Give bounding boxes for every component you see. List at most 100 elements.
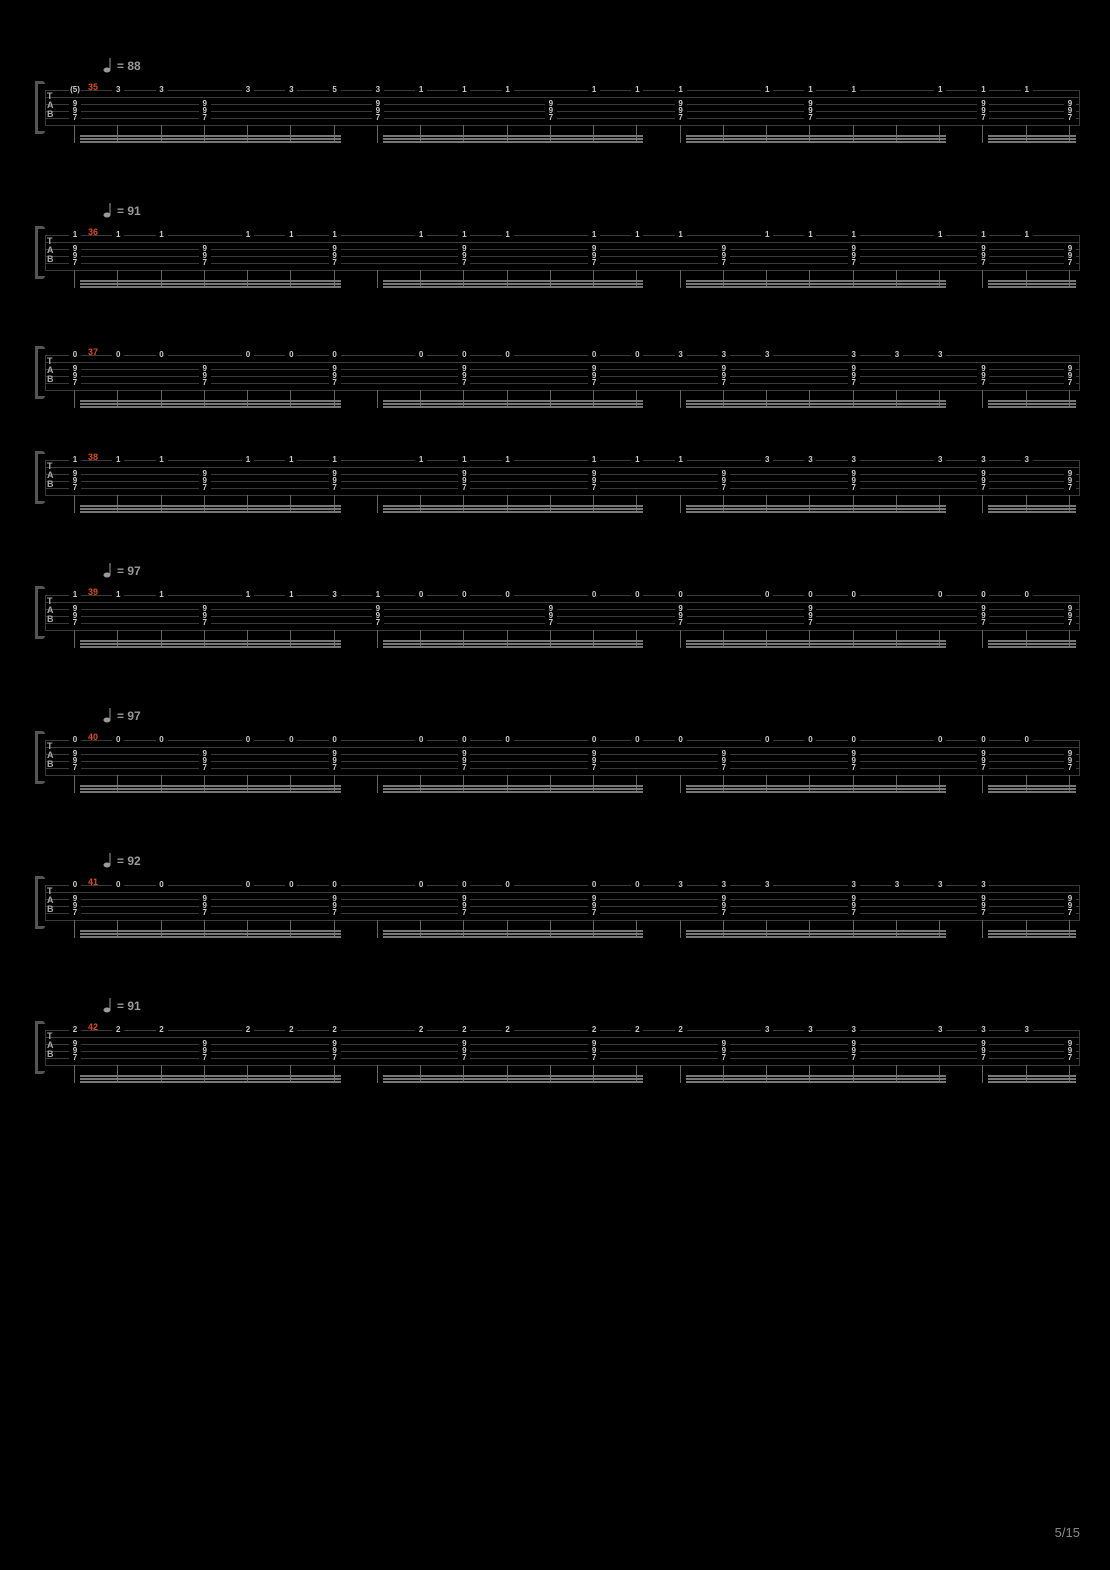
- fret-number: 0: [631, 881, 643, 889]
- fret-number: 3: [718, 881, 730, 889]
- beam: [686, 508, 947, 510]
- beam: [988, 283, 1076, 285]
- note-stem: [377, 495, 378, 513]
- beam-group: [988, 135, 1076, 145]
- fret-number: 3: [329, 591, 341, 599]
- note-column: 1: [1021, 235, 1033, 270]
- fret-number: 7: [675, 619, 687, 627]
- fret-number: 0: [502, 591, 514, 599]
- note-column: 1: [934, 90, 946, 125]
- beam-group: [686, 505, 947, 515]
- notes-region: 0997009970009970099700997033997339973339…: [75, 885, 1080, 920]
- note-column: 0: [156, 355, 168, 390]
- tab-clef: TAB: [47, 597, 54, 624]
- fret-number: 7: [977, 1054, 989, 1062]
- note-column: 0: [502, 885, 514, 920]
- note-column: 0997: [329, 885, 341, 920]
- beam: [988, 785, 1076, 787]
- beam: [80, 135, 341, 137]
- staff-line: [45, 920, 1080, 921]
- note-column: [372, 235, 384, 270]
- fret-number: 0: [631, 736, 643, 744]
- staff-line: [45, 775, 1080, 776]
- fret-number: 7: [718, 1054, 730, 1062]
- fret-number: 7: [718, 484, 730, 492]
- note-column: 1: [415, 235, 427, 270]
- fret-number: 0: [285, 881, 297, 889]
- notes-region: 0997009970009970099700997009970009970099…: [75, 740, 1080, 775]
- note-column: 997: [199, 235, 211, 270]
- beam: [383, 403, 644, 405]
- system-bracket: [35, 349, 44, 396]
- note-stem: [74, 390, 75, 408]
- note-column: 997: [1064, 460, 1076, 495]
- note-column: 0: [761, 740, 773, 775]
- note-column: 0997: [977, 740, 989, 775]
- note-column: 1: [112, 460, 124, 495]
- fret-number: 7: [69, 114, 81, 122]
- beam: [686, 933, 947, 935]
- beam: [383, 406, 644, 408]
- fret-number: 7: [1064, 484, 1076, 492]
- note-column: 0: [415, 885, 427, 920]
- note-column: 3: [891, 885, 903, 920]
- fret-number: 1: [631, 86, 643, 94]
- beam: [988, 141, 1076, 143]
- note-column: [891, 460, 903, 495]
- beam: [383, 505, 644, 507]
- note-stem: [377, 390, 378, 408]
- note-column: 0: [761, 595, 773, 630]
- tab-clef: TAB: [47, 887, 54, 914]
- note-stem: [74, 270, 75, 288]
- fret-number: 7: [1064, 909, 1076, 917]
- fret-number: 2: [329, 1026, 341, 1034]
- note-column: 1997: [977, 235, 989, 270]
- fret-number: 0: [458, 351, 470, 359]
- fret-number: 7: [69, 259, 81, 267]
- fret-number: 1: [242, 231, 254, 239]
- note-column: 997: [1064, 740, 1076, 775]
- note-column: 997: [199, 460, 211, 495]
- beam-group: [988, 785, 1076, 795]
- fret-number: 0: [329, 351, 341, 359]
- beam: [80, 403, 341, 405]
- clef-letter: B: [47, 905, 54, 914]
- beam: [80, 1078, 341, 1080]
- fret-number: 7: [718, 379, 730, 387]
- fret-number: 7: [848, 484, 860, 492]
- note-column: 2: [631, 1030, 643, 1065]
- beam: [80, 643, 341, 645]
- fret-number: 3: [761, 881, 773, 889]
- note-column: 1: [156, 235, 168, 270]
- beam: [80, 508, 341, 510]
- beam: [80, 936, 341, 938]
- fret-number: 7: [1064, 114, 1076, 122]
- beam-group: [686, 135, 947, 145]
- note-column: [891, 90, 903, 125]
- note-column: [891, 235, 903, 270]
- fret-number: 3: [934, 456, 946, 464]
- tab-staff: TAB(5)9973399733539971119971119971199711…: [45, 90, 1080, 125]
- note-column: 3997: [977, 460, 989, 495]
- beam: [80, 785, 341, 787]
- fret-number: 7: [69, 379, 81, 387]
- fret-number: 1: [804, 86, 816, 94]
- note-column: 2997: [69, 1030, 81, 1065]
- fret-number: 7: [329, 764, 341, 772]
- fret-number: 0: [848, 736, 860, 744]
- fret-number: 7: [804, 619, 816, 627]
- note-column: 0997: [329, 355, 341, 390]
- note-stem: [982, 270, 983, 288]
- beam: [383, 785, 644, 787]
- page-total: 15: [1066, 1525, 1080, 1540]
- fret-number: 0: [1021, 736, 1033, 744]
- fret-number: 1: [329, 231, 341, 239]
- beam: [686, 286, 947, 288]
- beam: [383, 280, 644, 282]
- fret-number: 3: [934, 1026, 946, 1034]
- fret-number: 1: [69, 591, 81, 599]
- beam-group: [383, 785, 644, 795]
- fret-number: 3: [242, 86, 254, 94]
- note-column: 0: [285, 740, 297, 775]
- beam-group: [383, 640, 644, 650]
